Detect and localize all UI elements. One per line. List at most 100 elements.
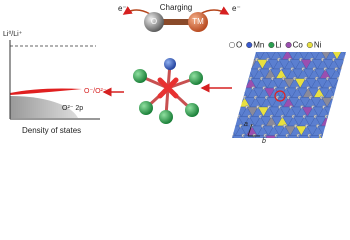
lattice-atom [240, 86, 244, 90]
lattice-cell [331, 116, 344, 127]
lattice-atom [220, 134, 223, 137]
lattice-atom [308, 48, 311, 51]
charging-label: Charging [160, 3, 192, 12]
atom-o [144, 12, 164, 32]
lattice-cell [286, 135, 299, 138]
lattice-cell [232, 52, 239, 60]
lattice-cell [323, 125, 335, 136]
reference-label: Li⁰/Li⁺ [3, 30, 23, 38]
legend-swatch [228, 41, 236, 49]
atom-o-label: O [151, 17, 157, 26]
lattice-atom [226, 115, 229, 118]
figure: Charging e⁻ e⁻ O TM Li⁰/Li⁺ O⁻/O²⁻ O²⁻ 2… [3, 3, 346, 146]
page: Charging e⁻ e⁻ O TM Li⁰/Li⁺ O⁻/O²⁻ O²⁻ 2… [3, 3, 346, 146]
lattice-cell [337, 97, 346, 108]
lattice-cell [344, 59, 346, 70]
lattice-cell [232, 97, 234, 108]
atom-tm-label: TM [192, 17, 204, 26]
lattice-cell [332, 97, 344, 108]
axis-b-label: b [262, 138, 266, 145]
cluster [133, 58, 203, 124]
lattice-cell [232, 68, 233, 79]
lattice-cell [328, 125, 341, 136]
lattice-atom [206, 124, 209, 127]
lattice-cell [202, 126, 213, 136]
lattice-atom [233, 57, 237, 62]
lattice-cell [329, 106, 341, 117]
lattice-cell [338, 78, 346, 89]
band-area [10, 96, 78, 118]
legend-swatch [285, 41, 292, 49]
lattice-atom [215, 115, 218, 118]
legend-swatch [268, 41, 275, 49]
lattice-atom [329, 133, 334, 138]
lattice-cell [232, 68, 238, 79]
legend: O Mn Li Co Ni [228, 41, 322, 50]
lattice-atom [337, 76, 341, 81]
legend-label: Co [293, 41, 304, 50]
lattice-cell [232, 68, 244, 79]
lattice-atom [221, 96, 224, 99]
lattice-cell [208, 126, 219, 136]
lattice-cell [220, 88, 231, 98]
electron-arrow [122, 6, 151, 15]
lattice-cell [242, 135, 255, 138]
lattice-atom [234, 105, 238, 109]
band-label: O²⁻ 2p [62, 105, 83, 112]
lattice-cell [232, 135, 244, 138]
peak-area [10, 88, 82, 95]
legend-label: Ni [314, 41, 322, 50]
lattice-cell [233, 78, 246, 89]
lattice-cell [232, 59, 241, 70]
lattice-atom [217, 124, 220, 127]
lattice-cell [199, 136, 210, 146]
lattice-cell [236, 68, 249, 79]
lattice-atom [227, 77, 230, 80]
lattice-cell [319, 135, 332, 138]
peak-label: O⁻/O²⁻ [84, 88, 107, 95]
lattice-cell [232, 135, 233, 138]
legend-label: Mn [253, 41, 264, 50]
lattice-atom [223, 105, 226, 108]
lattice-cell [232, 78, 241, 89]
lattice-atom [228, 124, 231, 127]
lattice-cell [232, 52, 244, 60]
lattice-atom [343, 57, 346, 62]
lattice-atom [345, 67, 346, 71]
lattice-cell [232, 59, 236, 70]
lattice-cell [213, 126, 224, 136]
lattice-cell [209, 107, 220, 117]
lattice-cell [243, 52, 255, 60]
lattice-cell [232, 125, 236, 136]
lattice-cell [232, 106, 237, 117]
lattice-atom [212, 105, 215, 108]
highlight [274, 90, 286, 102]
electron-label: e⁻ [232, 4, 241, 13]
x-axis-label: Density of states [22, 126, 81, 135]
lattice-atom [244, 57, 248, 62]
lattice-cell [211, 117, 222, 127]
lattice-cell [232, 97, 240, 108]
lattice-atom [225, 67, 228, 70]
lattice-cell [335, 87, 346, 98]
lattice-atom [235, 67, 240, 71]
lattice-cell [216, 117, 227, 127]
lattice-cell [216, 136, 227, 146]
lattice-cell [219, 126, 230, 136]
lattice-cell [232, 87, 243, 98]
lattice-cell [343, 78, 346, 89]
lattice-atom [327, 124, 331, 128]
lattice-atom [335, 114, 340, 119]
electron-arrow [199, 6, 230, 15]
lattice-atom [333, 105, 337, 109]
legend-swatch [246, 41, 253, 49]
lattice-cell [264, 135, 277, 138]
lattice-cell [234, 59, 247, 70]
lattice-cell [210, 136, 221, 146]
lattice-atom [231, 48, 234, 51]
lattice-cell [253, 135, 266, 138]
lattice-cell [308, 135, 321, 138]
lattice-cell [232, 87, 238, 98]
lattice-cell [220, 107, 231, 117]
axis-a [247, 123, 253, 137]
